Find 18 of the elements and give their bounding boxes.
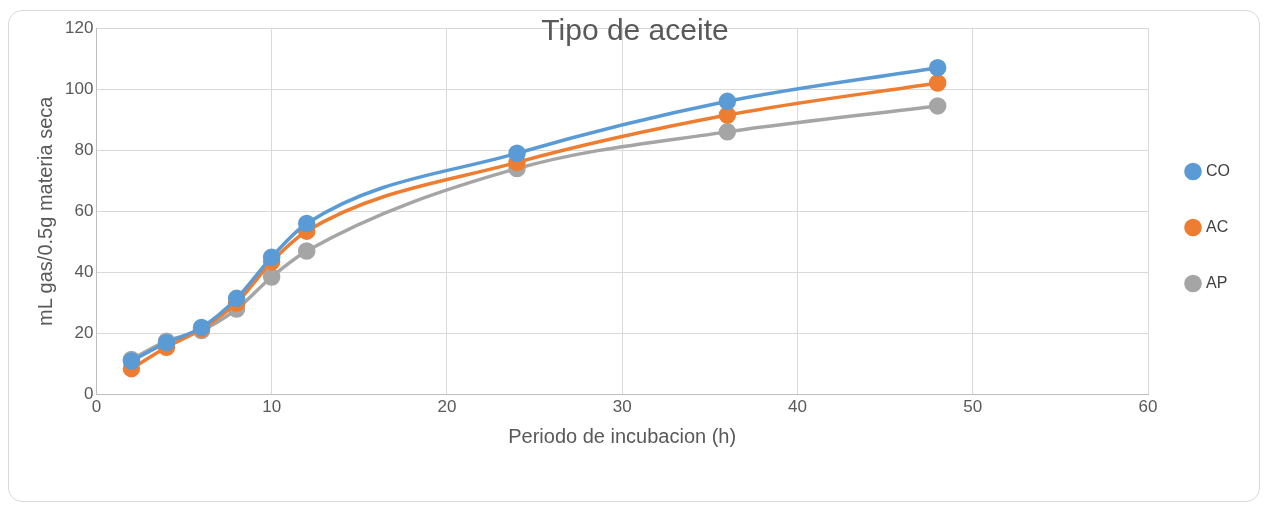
y-tick-label: 20	[74, 323, 94, 343]
legend-label: AC	[1206, 217, 1229, 235]
x-tick-label: 40	[787, 397, 807, 417]
legend-label: CO	[1206, 161, 1230, 179]
y-tick-label: 80	[74, 139, 94, 159]
y-tick-label: 60	[74, 200, 94, 220]
y-axis-title: mL gas/0.5g materia seca	[33, 95, 56, 326]
x-tick-label: 10	[262, 397, 282, 417]
x-tick-label: 30	[612, 397, 632, 417]
y-tick-label: 120	[64, 17, 94, 37]
x-tick-label: 20	[437, 397, 457, 417]
x-tick-label: 60	[1138, 397, 1158, 417]
y-tick-label: 40	[74, 262, 94, 282]
legend-label: AP	[1206, 273, 1228, 291]
chart-title: Tipo de aceite	[541, 13, 729, 47]
x-tick-label: 50	[963, 397, 983, 417]
y-tick-label: 100	[64, 78, 94, 98]
x-axis-title: Periodo de incubacion (h)	[508, 424, 737, 447]
